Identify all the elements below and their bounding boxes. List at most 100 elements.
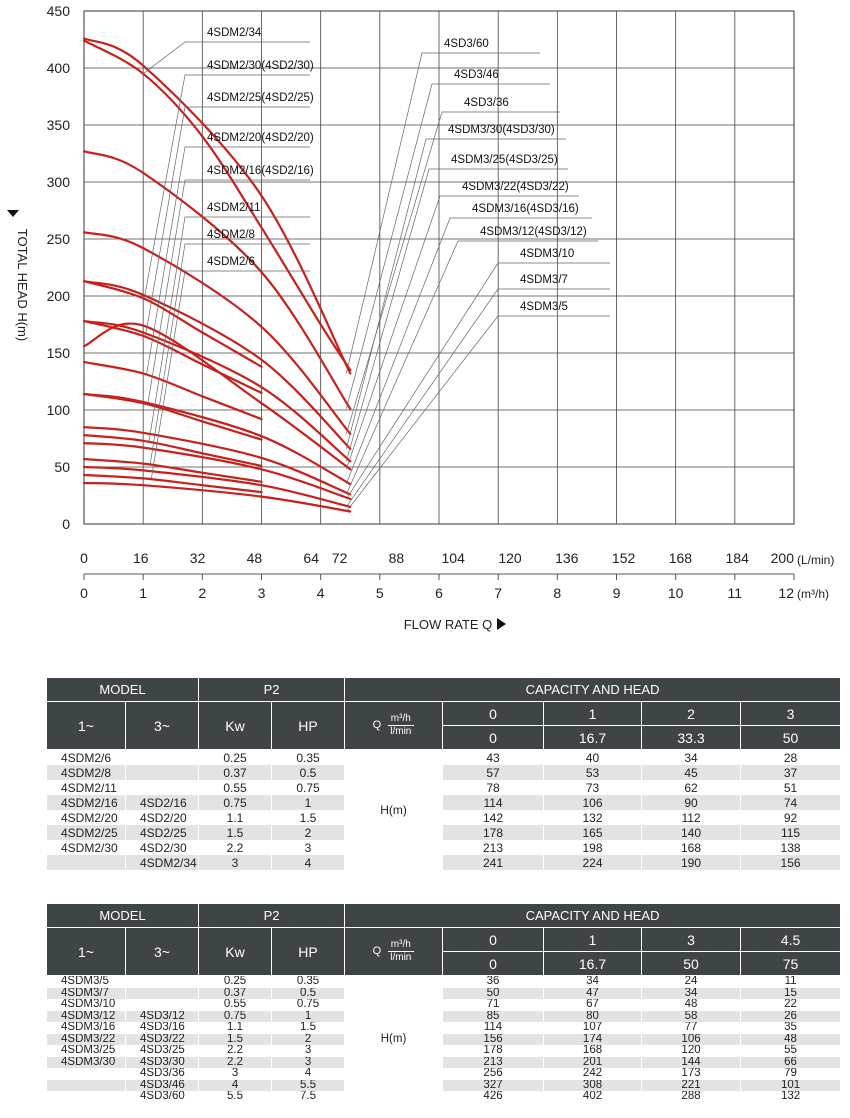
x-tick-label-lmin: 0 — [80, 550, 88, 566]
hp-cell: 4 — [271, 1068, 346, 1080]
table-row: 4SDM2/34 3 4 241 224 190 156 — [46, 855, 842, 870]
curve-label: 4SDM2/8 — [207, 229, 255, 241]
curve-label: 4SDM2/30(4SD2/30) — [207, 60, 314, 72]
head-cell: 24 — [641, 975, 742, 988]
head-cell: 85 — [442, 1010, 545, 1022]
q-m3h-value: 1 — [543, 927, 643, 952]
x-tick-label-m3h: 1 — [139, 585, 147, 601]
y-tick-label: 350 — [47, 117, 71, 133]
hp-cell: 1 — [271, 795, 346, 810]
kw-cell: 0.75 — [198, 795, 273, 810]
x-tick-label-m3h: 4 — [317, 585, 325, 601]
head-cell: 241 — [442, 855, 545, 870]
leader-line — [345, 52, 540, 374]
q-lmin-value: 16.7 — [543, 725, 643, 750]
head-cell: 35 — [740, 1022, 842, 1034]
model-3ph: 4SD2/25 — [124, 825, 200, 840]
head-cell: 174 — [543, 1033, 643, 1045]
head-cell: 34 — [543, 975, 643, 988]
curve-line — [82, 392, 352, 486]
kw-cell: 4 — [198, 1079, 273, 1091]
head-cell: 11 — [740, 975, 842, 988]
q-unit-lmin: l/min — [390, 726, 412, 737]
hp-cell: 0.75 — [271, 780, 346, 795]
three-phase-header: 3~ — [124, 927, 200, 976]
x-tick-label-m3h: 6 — [435, 585, 443, 601]
curve-line — [82, 322, 352, 471]
table-row: 4SDM3/7 0.37 0.5 50 47 34 15 — [46, 987, 842, 999]
head-cell: 115 — [740, 825, 842, 840]
model-1ph: 4SDM3/7 — [46, 987, 126, 999]
x-tick-label-m3h: 8 — [553, 585, 561, 601]
curve-label: 4SD3/46 — [454, 69, 499, 81]
model-3ph — [124, 987, 200, 999]
model-3ph: 4SD3/30 — [124, 1056, 200, 1068]
hp-cell: 1.5 — [271, 1022, 346, 1034]
hp-cell: 4 — [271, 855, 346, 870]
leader-line — [345, 168, 568, 462]
model-1ph — [46, 1079, 126, 1091]
leader-line — [346, 315, 610, 512]
head-cell: 78 — [442, 780, 545, 795]
q-lmin-value: 0 — [442, 951, 545, 976]
q-lmin-value: 50 — [641, 951, 742, 976]
head-cell: 48 — [641, 999, 742, 1011]
kw-cell: 1.5 — [198, 1033, 273, 1045]
model-3ph — [124, 765, 200, 780]
model-header: MODEL — [45, 903, 200, 928]
model-1ph: 4SDM2/25 — [46, 825, 126, 840]
model-3ph — [124, 780, 200, 795]
head-unit-label: H(m) — [344, 975, 444, 1103]
x-tick-label-m3h: 2 — [198, 585, 206, 601]
curve-line — [82, 481, 352, 513]
table-row: 4SDM2/11 0.55 0.75 78 73 62 51 — [46, 780, 842, 795]
hp-cell: 7.5 — [271, 1091, 346, 1103]
curve-line — [82, 434, 263, 467]
head-cell: 132 — [740, 1091, 842, 1103]
head-cell: 140 — [641, 825, 742, 840]
curve-label: 4SDM2/11 — [207, 202, 260, 214]
kw-cell: 0.37 — [198, 765, 273, 780]
table-row: 4SDM2/20 4SD2/20 1.1 1.5 142 132 112 92 — [46, 810, 842, 825]
curve-line — [82, 280, 352, 450]
curve-label: 4SDM3/7 — [520, 274, 568, 286]
head-cell: 426 — [442, 1091, 545, 1103]
q-m3h-value: 3 — [740, 701, 842, 726]
curve-label: 4SDM2/6 — [207, 256, 255, 268]
x-axis-label: FLOW RATE Q — [404, 617, 493, 632]
q-unit-m3h: m³/h — [387, 714, 414, 726]
head-cell: 15 — [740, 987, 842, 999]
leader-line — [346, 288, 610, 508]
hp-cell: 0.75 — [271, 999, 346, 1011]
kw-header: Kw — [198, 927, 273, 976]
head-cell: 138 — [740, 840, 842, 855]
head-cell: 73 — [543, 780, 643, 795]
y-tick-label: 0 — [62, 516, 70, 532]
head-cell: 50 — [442, 987, 545, 999]
head-cell: 74 — [740, 795, 842, 810]
model-1ph: 4SDM3/10 — [46, 999, 126, 1011]
model-header: MODEL — [45, 677, 200, 702]
table-row: 4SDM2/30 4SD2/30 2.2 3 213 198 168 138 — [46, 840, 842, 855]
y-tick-label: 250 — [47, 231, 71, 247]
head-cell: 92 — [740, 810, 842, 825]
y-axis-arrow-icon — [7, 210, 19, 217]
y-tick-label: 50 — [54, 459, 70, 475]
head-cell: 26 — [740, 1010, 842, 1022]
head-unit-label: H(m) — [344, 749, 444, 870]
head-cell: 80 — [543, 1010, 643, 1022]
x-tick-label-m3h: 12 — [778, 585, 794, 601]
kw-cell: 0.75 — [198, 1010, 273, 1022]
kw-cell: 5.5 — [198, 1091, 273, 1103]
spec-table-sdm2: MODEL P2 CAPACITY AND HEAD 1~ 3~ Kw HP Q… — [45, 677, 842, 870]
hp-cell: 0.5 — [271, 765, 346, 780]
leader-line — [345, 195, 579, 470]
x-tick-label-m3h: 11 — [728, 585, 743, 601]
model-1ph: 4SDM3/22 — [46, 1033, 126, 1045]
head-cell: 168 — [641, 840, 742, 855]
y-tick-label: 450 — [47, 3, 71, 19]
curve-line — [82, 392, 263, 441]
head-cell: 112 — [641, 810, 742, 825]
leader-line — [149, 243, 310, 464]
chart-curves — [82, 37, 352, 513]
